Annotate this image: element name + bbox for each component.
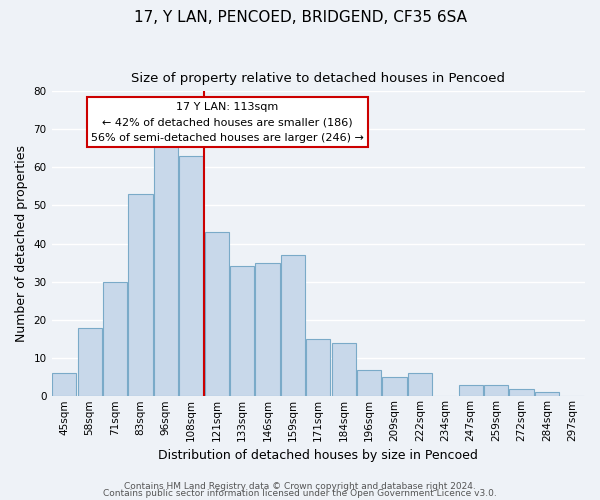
Bar (306, 339, 331, 396)
Text: 17 Y LAN: 113sqm
← 42% of detached houses are smaller (186)
56% of semi-detached: 17 Y LAN: 113sqm ← 42% of detached house… (91, 102, 364, 142)
Bar (103, 282, 127, 397)
Bar (484, 385, 508, 396)
Bar (179, 156, 203, 396)
Bar (154, 144, 178, 396)
Bar (382, 377, 407, 396)
Bar (52, 374, 76, 396)
Y-axis label: Number of detached properties: Number of detached properties (15, 145, 28, 342)
Bar (128, 194, 152, 396)
Text: Contains public sector information licensed under the Open Government Licence v3: Contains public sector information licen… (103, 490, 497, 498)
Bar (357, 370, 381, 396)
Text: Contains HM Land Registry data © Crown copyright and database right 2024.: Contains HM Land Registry data © Crown c… (124, 482, 476, 491)
Bar (408, 374, 432, 396)
Bar (458, 385, 483, 396)
Bar (205, 232, 229, 396)
Bar (509, 388, 533, 396)
Bar (535, 392, 559, 396)
Bar (256, 262, 280, 396)
Text: 17, Y LAN, PENCOED, BRIDGEND, CF35 6SA: 17, Y LAN, PENCOED, BRIDGEND, CF35 6SA (133, 10, 467, 25)
X-axis label: Distribution of detached houses by size in Pencoed: Distribution of detached houses by size … (158, 450, 478, 462)
Bar (281, 255, 305, 396)
Title: Size of property relative to detached houses in Pencoed: Size of property relative to detached ho… (131, 72, 505, 86)
Bar (230, 266, 254, 396)
Bar (77, 328, 102, 396)
Bar (332, 343, 356, 396)
